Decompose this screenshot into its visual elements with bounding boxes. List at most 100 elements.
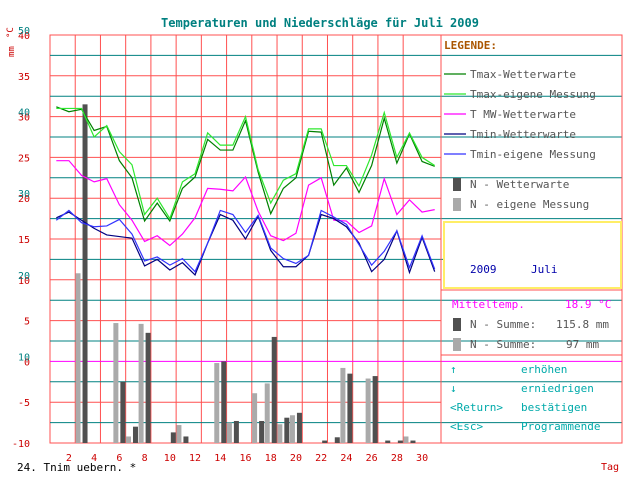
day-tick-label: 16 bbox=[239, 453, 251, 464]
temp-tick-label: 30 bbox=[18, 113, 30, 124]
sum1-value: 115.8 mm bbox=[556, 318, 609, 331]
day-tick-label: 18 bbox=[265, 453, 277, 464]
temp-series-line bbox=[56, 107, 436, 220]
precip-bar bbox=[347, 373, 353, 443]
mean-temp-value: 18.9 °C bbox=[565, 298, 611, 311]
mm-unit-label: mm bbox=[7, 46, 17, 57]
legend-bar-swatch bbox=[453, 198, 461, 211]
precip-bar bbox=[226, 422, 232, 443]
x-axis-label: Tag bbox=[601, 462, 619, 473]
precip-bar bbox=[264, 383, 270, 443]
legend-item-label: N - eigene Messung bbox=[470, 198, 589, 211]
precip-bar bbox=[125, 436, 131, 443]
precip-bar bbox=[271, 336, 277, 443]
temp-tick-label: -5 bbox=[18, 398, 30, 409]
sum2-label: N - Summe: bbox=[470, 338, 536, 351]
precip-tick-label: 20 bbox=[18, 271, 30, 282]
temp-tick-label: -10 bbox=[12, 439, 30, 450]
day-tick-label: 2 bbox=[66, 453, 72, 464]
chart-title: Temperaturen und Niederschläge für Juli … bbox=[161, 16, 479, 30]
precip-bar bbox=[365, 378, 371, 443]
precip-bar bbox=[82, 104, 88, 444]
period-box bbox=[443, 221, 622, 289]
precip-bar bbox=[214, 363, 220, 443]
precip-bar bbox=[252, 393, 258, 443]
precip-bar bbox=[277, 424, 283, 443]
precip-bar bbox=[113, 323, 119, 443]
day-tick-label: 24 bbox=[340, 453, 352, 464]
day-tick-label: 14 bbox=[214, 453, 226, 464]
degc-unit-label: °C bbox=[6, 27, 16, 38]
precip-tick-label: 30 bbox=[18, 189, 30, 200]
legend-item-label: Tmax-Wetterwarte bbox=[470, 68, 576, 81]
precipitation-bars bbox=[75, 104, 416, 444]
precip-bar bbox=[145, 332, 151, 443]
precip-bar bbox=[296, 412, 302, 443]
temp-tick-label: 5 bbox=[24, 317, 30, 328]
day-tick-label: 6 bbox=[116, 453, 122, 464]
precip-bar bbox=[289, 415, 295, 443]
temperature-lines bbox=[55, 106, 436, 276]
legend-item-label: Tmin-eigene Messung bbox=[470, 148, 596, 161]
precip-bar bbox=[120, 381, 126, 443]
control-action: Programmende bbox=[521, 420, 600, 433]
precip-tick-label: 50 bbox=[18, 26, 30, 37]
legend-item-label: Tmin-Wetterwarte bbox=[470, 128, 576, 141]
temp-series-line bbox=[56, 106, 435, 223]
control-key: ↑ bbox=[450, 363, 457, 376]
control-key: <Return> bbox=[450, 401, 503, 414]
legend: Tmax-Wetterwarte Tmax-eigene Messung T MW-… bbox=[444, 68, 596, 211]
precip-bar bbox=[176, 425, 182, 443]
temp-tick-label: 20 bbox=[18, 194, 30, 205]
day-tick-label: 26 bbox=[366, 453, 378, 464]
precip-bar bbox=[340, 367, 346, 443]
day-tick-label: 30 bbox=[416, 453, 428, 464]
day-tick-label: 8 bbox=[142, 453, 148, 464]
precip-bar bbox=[233, 420, 239, 443]
control-key: ↓ bbox=[450, 382, 457, 395]
precip-bar bbox=[385, 440, 391, 443]
status-line: 24. Tnim uebern. * bbox=[17, 461, 136, 474]
temp-series-line bbox=[55, 209, 436, 273]
precip-bar bbox=[132, 426, 138, 443]
legend-item-label: N - Wetterwarte bbox=[470, 178, 569, 191]
precip-bar bbox=[170, 432, 176, 443]
legend-item-label: Tmax-eigene Messung bbox=[470, 88, 596, 101]
precip-bar bbox=[221, 361, 227, 443]
precip-bar bbox=[322, 440, 328, 443]
precip-bar bbox=[259, 420, 265, 443]
period-year: 2009 bbox=[470, 263, 497, 276]
temp-tick-label: 25 bbox=[18, 153, 30, 164]
keyboard-controls: ↑ erhöhen ↓ erniedrigen <Return> bestätigen <E… bbox=[450, 363, 600, 433]
control-action: erniedrigen bbox=[521, 382, 594, 395]
precip-tick-label: 10 bbox=[18, 352, 30, 363]
day-tick-label: 20 bbox=[290, 453, 302, 464]
control-action: bestätigen bbox=[521, 401, 587, 414]
temp-series-line bbox=[56, 160, 435, 247]
legend-item-label: T MW-Wetterwarte bbox=[470, 108, 576, 121]
sum2-value: 97 mm bbox=[566, 338, 599, 351]
precip-tick-label: 40 bbox=[18, 108, 30, 119]
precip-bar bbox=[284, 417, 290, 443]
sum1-label: N - Summe: bbox=[470, 318, 536, 331]
legend-heading: LEGENDE: bbox=[444, 39, 497, 52]
temp-tick-label: 10 bbox=[18, 276, 30, 287]
day-axis-ticks: 2 4 6 8 10 12 14 16 18 20 22 24 26 28 30 bbox=[66, 453, 428, 464]
temp-tick-label: 15 bbox=[18, 235, 30, 246]
precip-bar bbox=[75, 273, 81, 443]
temp-tick-label: 40 bbox=[18, 31, 30, 42]
temp-series-line bbox=[56, 211, 436, 276]
day-tick-label: 22 bbox=[315, 453, 327, 464]
precip-bar bbox=[372, 376, 378, 443]
precip-bar bbox=[138, 323, 144, 443]
precip-bar bbox=[334, 437, 340, 443]
legend-bar-swatch bbox=[453, 178, 461, 191]
precip-bar bbox=[183, 436, 189, 443]
precip-bar bbox=[397, 440, 403, 443]
sum1-swatch bbox=[453, 318, 461, 331]
precip-bar bbox=[403, 436, 409, 443]
period-month: Juli bbox=[531, 263, 558, 276]
